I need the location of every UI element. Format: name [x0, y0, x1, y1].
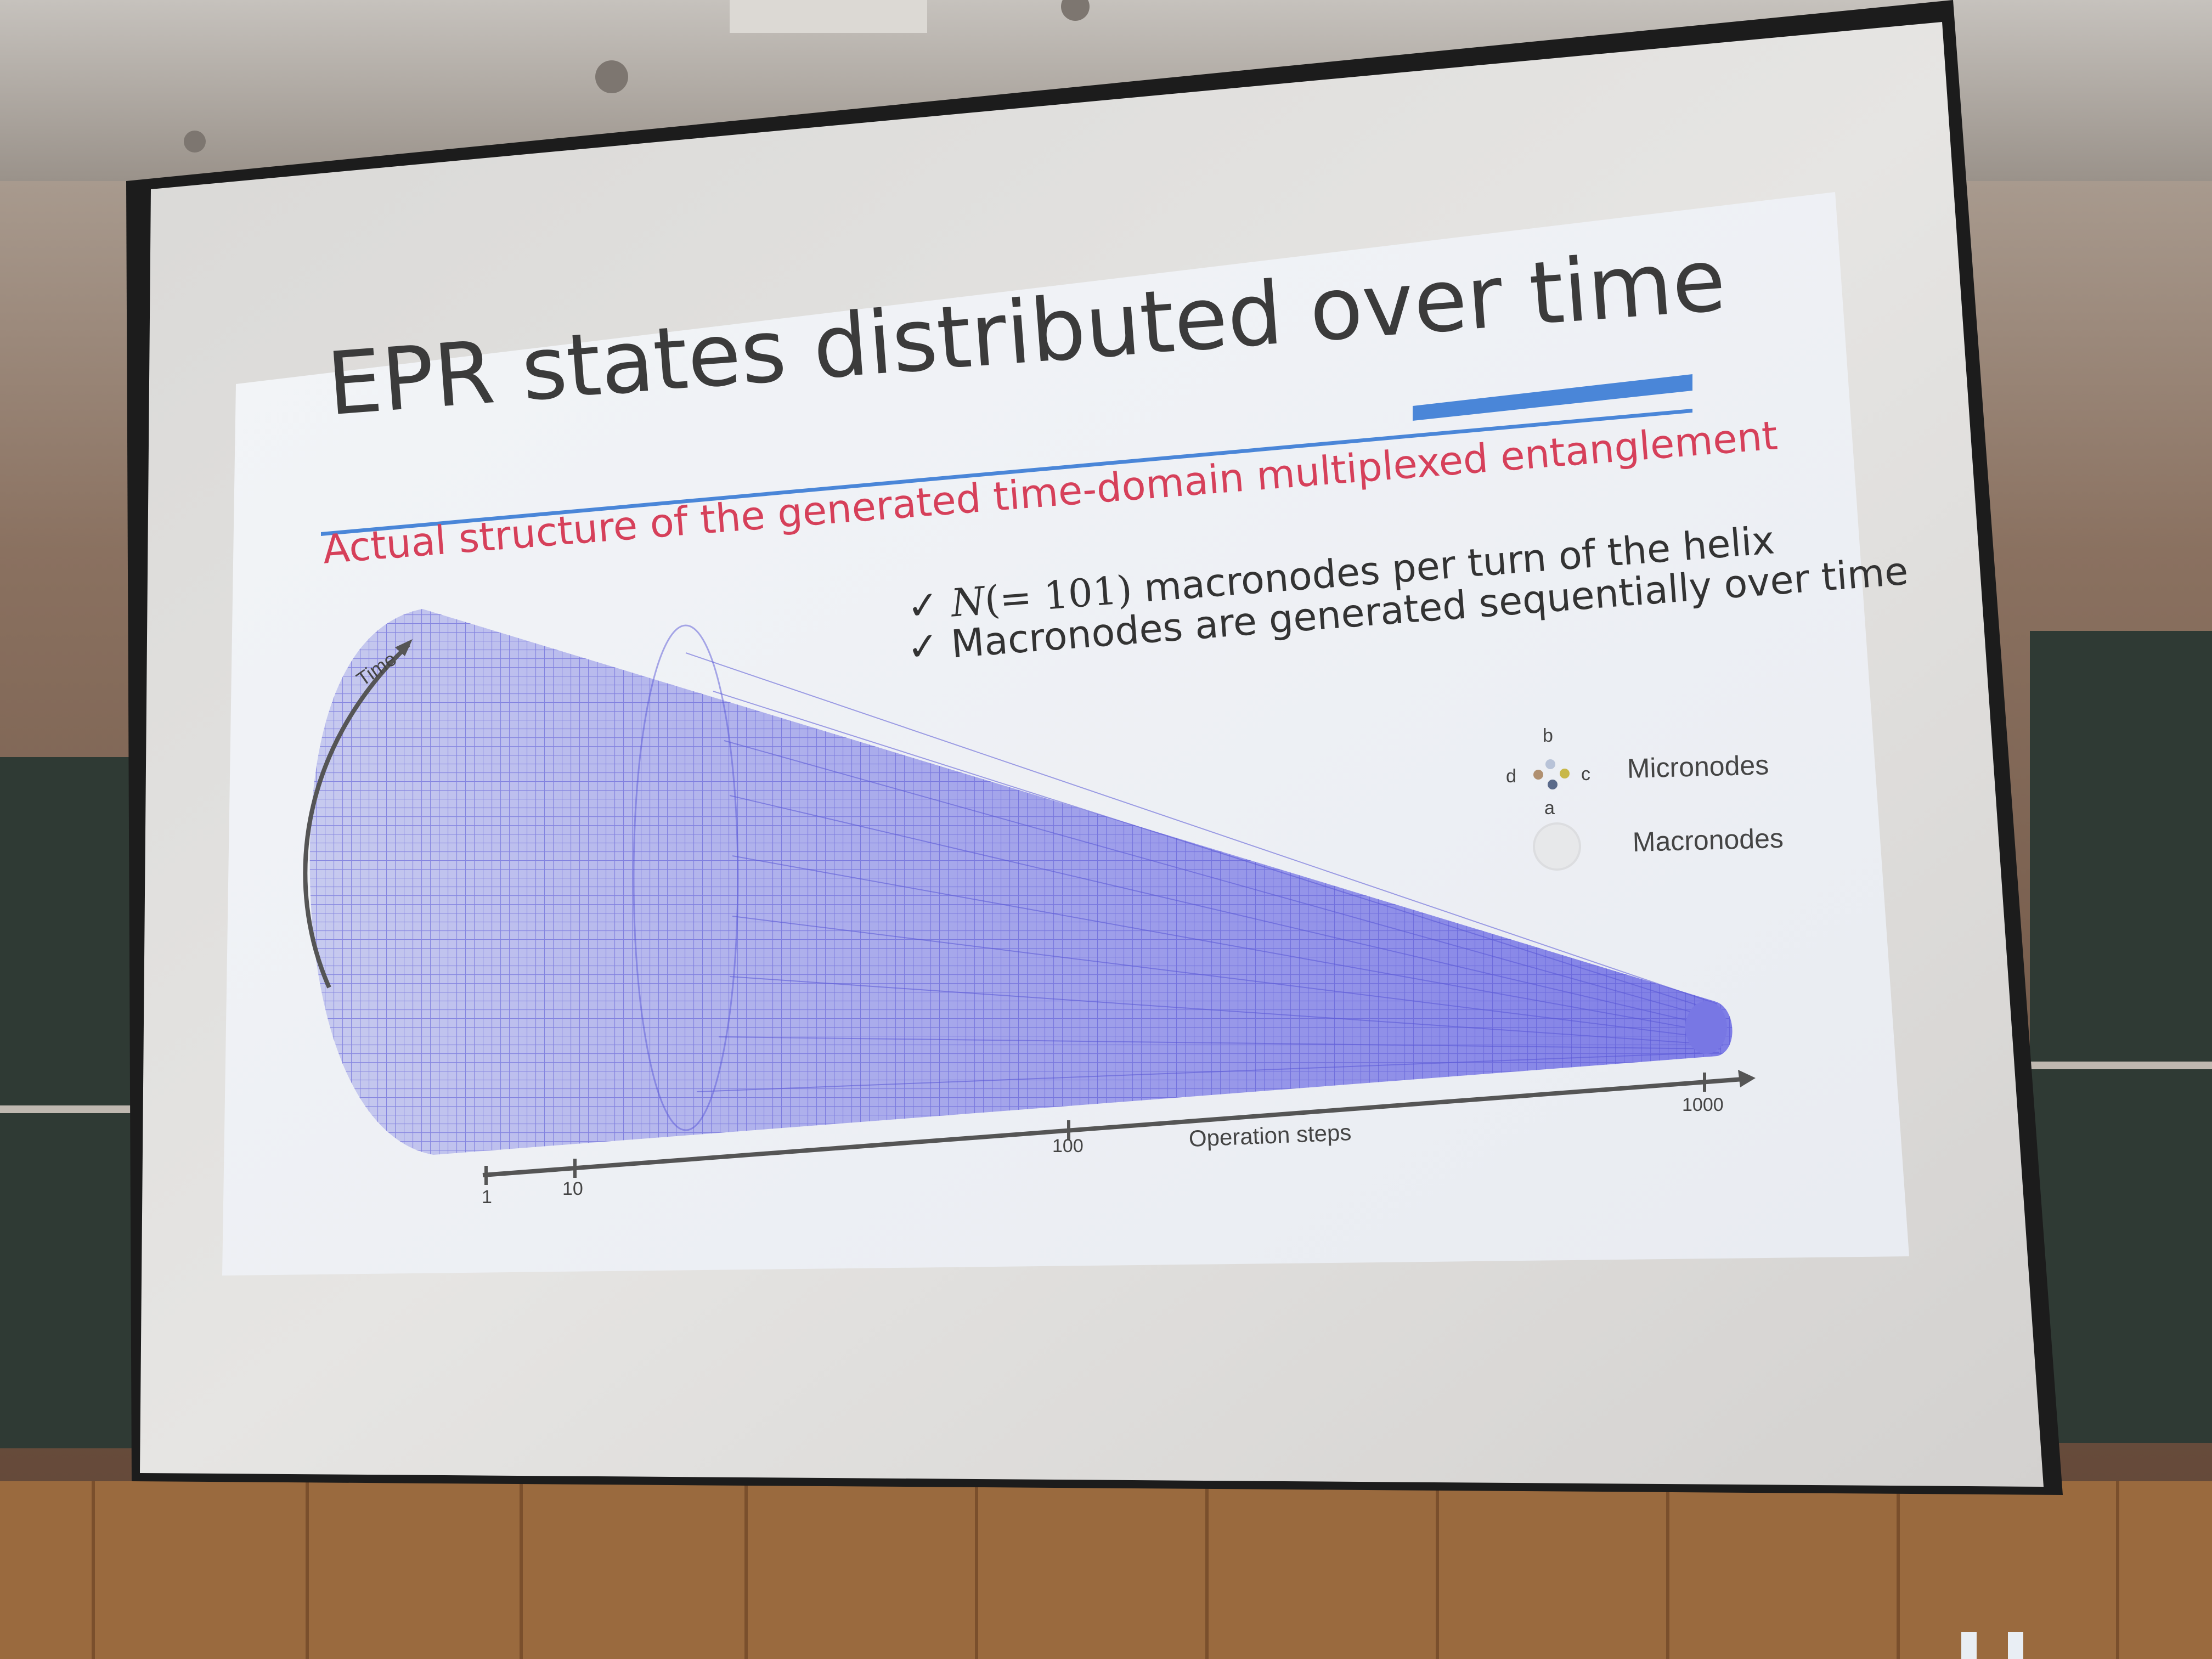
bullet-variable: N	[949, 578, 987, 626]
micronode-label-a: a	[1544, 798, 1555, 819]
macronode-circle	[1533, 822, 1581, 871]
tick-label: 10	[562, 1178, 583, 1199]
micronode-label-d: d	[1506, 766, 1516, 787]
time-arrow	[303, 643, 410, 989]
micronode-a-dot	[1548, 780, 1558, 789]
check-icon: ✓	[905, 582, 941, 629]
tick-label: 100	[1052, 1136, 1084, 1156]
micronode-b-dot	[1545, 759, 1555, 769]
micronode-c-dot	[1560, 769, 1570, 778]
tick-label: 1	[482, 1187, 492, 1207]
micronode-d-dot	[1533, 770, 1543, 780]
micronode-label-b: b	[1543, 725, 1553, 746]
x-axis	[482, 1076, 1751, 1177]
check-icon: ✓	[905, 623, 941, 670]
cone-tip	[1685, 1001, 1727, 1054]
legend-macronodes: Macronodes	[1632, 822, 1784, 857]
micronode-label-c: c	[1581, 764, 1590, 785]
legend-micronodes: Micronodes	[1627, 749, 1769, 784]
tick-label: 1000	[1682, 1094, 1724, 1115]
